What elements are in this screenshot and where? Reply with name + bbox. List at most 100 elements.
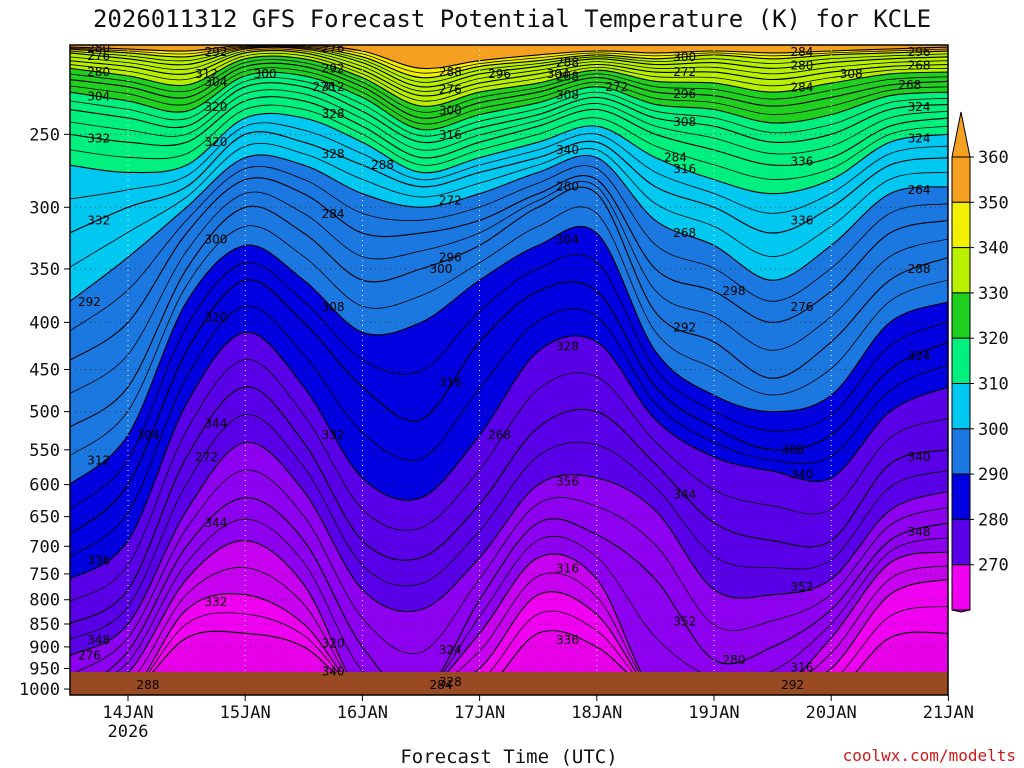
contour-label: 304 [547, 67, 570, 81]
contour-label: 332 [322, 428, 345, 442]
contour-label: 340 [556, 143, 579, 157]
isentrope-minor-354 [70, 45, 948, 74]
contour-label: 272 [439, 194, 462, 208]
contour-label: 268 [488, 428, 511, 442]
band-top [70, 45, 948, 51]
colorbar-label: 320 [978, 329, 1009, 349]
y-tick-label: 400 [29, 313, 60, 333]
isentrope-minor-338 [70, 59, 948, 113]
credit-text: coolwx.com/modelts [843, 746, 1016, 765]
y-tick-label: 300 [29, 198, 60, 218]
isentrope-minor-310 [70, 165, 948, 332]
isentrope-minor-330 [70, 77, 948, 137]
colorbar-top-arrow [951, 111, 971, 158]
contour-label: 320 [204, 100, 227, 114]
contour-label: 328 [556, 340, 579, 354]
filled-contour-bands [70, 45, 948, 695]
isentrope-340 [70, 55, 948, 107]
y-tick-label: 650 [29, 508, 60, 528]
isentrope-312 [70, 154, 948, 303]
isentrope-304 [70, 186, 948, 428]
contour-label: 308 [322, 300, 345, 314]
contour-label: 340 [322, 665, 345, 679]
contour-label: 296 [439, 250, 462, 264]
x-tick-label: 18JAN [571, 703, 622, 723]
isentrope-320 [70, 112, 948, 195]
contour-label: 300 [673, 50, 696, 64]
contour-label: 308 [556, 88, 579, 102]
contour-label: 288 [556, 56, 579, 70]
contour-label: 300 [439, 103, 462, 117]
isentrope-268 [70, 630, 948, 695]
isentrope-336 [70, 62, 948, 119]
contour-label: 316 [673, 162, 696, 176]
y-tick-label: 800 [29, 591, 60, 611]
contour-label: 304 [87, 90, 110, 104]
isentrope-minor-294 [70, 305, 948, 558]
isentrope-minor-290 [70, 359, 948, 602]
contour-label: 312 [195, 67, 218, 81]
contour-label: 344 [204, 416, 227, 430]
y-tick-label: 350 [29, 260, 60, 280]
contour-label: 292 [322, 61, 345, 75]
y-tick-label: 850 [29, 615, 60, 635]
contour-label: 284 [790, 81, 813, 95]
contour-label: 276 [439, 82, 462, 96]
contour-label: 296 [673, 87, 696, 101]
isentrope-minor-346 [70, 48, 948, 92]
contour-label: 316 [790, 660, 813, 674]
colorbar-label: 300 [978, 420, 1009, 440]
isentrope-308 [70, 175, 948, 361]
isentrope-332 [70, 71, 948, 131]
contour-label: 332 [87, 131, 110, 145]
x-year-label: 2026 [108, 722, 149, 742]
contour-label: 280 [790, 58, 813, 72]
contour-label: 296 [488, 67, 511, 81]
isentrope-minor-326 [70, 89, 948, 155]
contour-label: 272 [195, 450, 218, 464]
isentrope-344 [70, 49, 948, 97]
contour-label: 300 [430, 262, 453, 276]
colorbar-box [951, 518, 971, 566]
contour-label: 316 [439, 128, 462, 142]
y-tick-label: 750 [29, 565, 60, 585]
contour-label: 288 [439, 65, 462, 79]
x-tick-label: 17JAN [454, 703, 505, 723]
x-tick-label: 20JAN [806, 703, 857, 723]
contour-label: 352 [673, 615, 696, 629]
grid-lines [70, 45, 948, 695]
contour-label: 296 [908, 45, 931, 59]
y-tick-label: 600 [29, 476, 60, 496]
isentrope-minor-322 [70, 104, 948, 180]
contour-label: 308 [673, 115, 696, 129]
contour-label: 300 [204, 232, 227, 246]
y-tick-label: 450 [29, 361, 60, 381]
contour-label: 276 [322, 41, 345, 55]
contour-label: 268 [673, 226, 696, 240]
contour-label: 344 [673, 488, 696, 502]
contour-label: 340 [790, 467, 813, 481]
contour-label: 288 [908, 262, 931, 276]
contour-label: 320 [322, 637, 345, 651]
isentrope-292 [70, 331, 948, 580]
isentrope-minor-278 [70, 518, 948, 695]
colorbar-box [951, 247, 971, 294]
isentrope-lines [70, 45, 948, 695]
contour-label: 284 [430, 678, 453, 692]
isentrope-minor-318 [70, 122, 948, 214]
isentrope-296 [70, 279, 948, 535]
colorbar-box [951, 337, 971, 385]
x-axis-label: Forecast Time (UTC) [400, 746, 617, 768]
x-axis: 14JAN 15JAN 16JAN 17JAN 18JAN 19JAN 20JAN 21JAN [102, 695, 974, 723]
contour-label: 324 [908, 100, 931, 114]
colorbar-box [951, 156, 971, 203]
contour-label: 292 [78, 295, 101, 309]
contour-label: 352 [790, 580, 813, 594]
contour-label: 292 [781, 678, 804, 692]
contour-label: 288 [556, 70, 579, 84]
colorbar-box [951, 383, 971, 430]
ground-surface [70, 672, 948, 695]
contour-label: 328 [439, 675, 462, 689]
contour-label: 328 [322, 107, 345, 121]
contour-label: 276 [790, 300, 813, 314]
